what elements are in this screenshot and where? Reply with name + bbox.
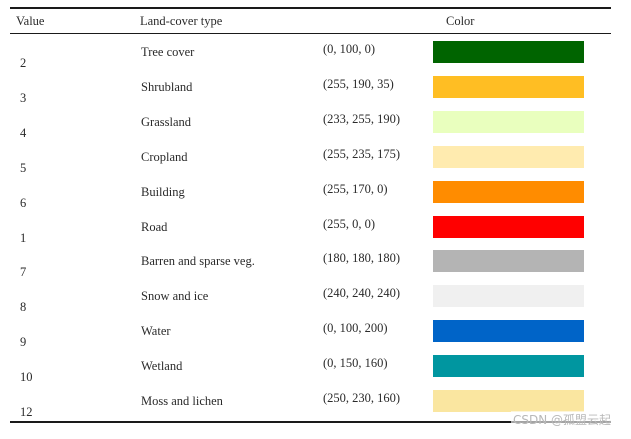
row-value: 2 (20, 56, 27, 70)
row-color-swatch (433, 320, 584, 343)
row-land-cover-type: Road (141, 219, 168, 234)
row-land-cover-type: Moss and lichen (141, 394, 223, 408)
row-color-swatch (433, 215, 584, 238)
table-row: 4 Grassland (233, 255, 190) (0, 110, 631, 146)
row-color-swatch (433, 145, 584, 168)
table-row: 5 Cropland (255, 235, 175) (0, 145, 631, 181)
row-color-swatch (433, 110, 584, 133)
row-value: 9 (20, 335, 27, 350)
row-land-cover-type: Cropland (141, 149, 188, 164)
row-value: 10 (20, 370, 33, 385)
table-row: 12 Moss and lichen (250, 230, 160) (0, 390, 631, 425)
table-row: 7 Barren and sparse veg. (180, 180, 180) (0, 250, 631, 285)
row-color-swatch (433, 390, 584, 412)
row-color-swatch (433, 285, 584, 308)
row-color-swatch (433, 75, 584, 98)
row-color-swatch (433, 250, 584, 273)
row-color-swatch (433, 41, 584, 63)
table-header-rule (10, 33, 611, 34)
row-land-cover-type: Barren and sparse veg. (141, 254, 255, 269)
table-row: 8 Snow and ice (240, 240, 240) (0, 285, 631, 320)
table-bottom-rule (10, 421, 611, 423)
table-row: 6 Building (255, 170, 0) (0, 180, 631, 216)
row-land-cover-type: Grassland (141, 114, 191, 129)
row-value: 5 (20, 160, 27, 175)
table-row: 10 Wetland (0, 150, 160) (0, 355, 631, 390)
row-land-cover-type: Water (141, 324, 171, 339)
row-value: 8 (20, 300, 27, 315)
table-row: 1 Road (255, 0, 0) (0, 215, 631, 251)
row-rgb-value: (0, 100, 0) (323, 42, 376, 56)
row-rgb-value: (180, 180, 180) (323, 251, 401, 266)
table-row: 2 Tree cover (0, 100, 0) (0, 41, 631, 76)
row-value: 4 (20, 125, 27, 140)
row-rgb-value: (255, 235, 175) (323, 146, 401, 161)
row-value: 1 (20, 230, 27, 245)
row-color-swatch (433, 180, 584, 203)
row-land-cover-type: Wetland (141, 359, 183, 374)
header-value: Value (16, 14, 45, 28)
table-row: 3 Shrubland (255, 190, 35) (0, 75, 631, 111)
header-land-cover-type: Land-cover type (140, 14, 223, 28)
row-color-swatch (433, 355, 584, 378)
row-land-cover-type: Tree cover (141, 45, 195, 59)
row-value: 12 (20, 405, 33, 419)
row-rgb-value: (255, 190, 35) (323, 76, 394, 91)
watermark-text: CSDN @孤盟云起 (510, 411, 613, 428)
row-value: 7 (20, 265, 27, 280)
row-land-cover-type: Shrubland (141, 79, 193, 94)
row-land-cover-type: Snow and ice (141, 289, 209, 304)
row-rgb-value: (0, 100, 200) (323, 321, 388, 336)
row-rgb-value: (255, 170, 0) (323, 181, 388, 196)
row-value: 6 (20, 195, 27, 210)
row-rgb-value: (233, 255, 190) (323, 111, 401, 126)
row-rgb-value: (255, 0, 0) (323, 216, 376, 231)
row-rgb-value: (0, 150, 160) (323, 356, 388, 371)
row-rgb-value: (240, 240, 240) (323, 286, 401, 301)
row-value: 3 (20, 90, 27, 105)
table-top-rule (10, 7, 611, 9)
row-rgb-value: (250, 230, 160) (323, 391, 401, 405)
row-land-cover-type: Building (141, 184, 185, 199)
table-row: 9 Water (0, 100, 200) (0, 320, 631, 355)
header-color: Color (446, 14, 475, 28)
